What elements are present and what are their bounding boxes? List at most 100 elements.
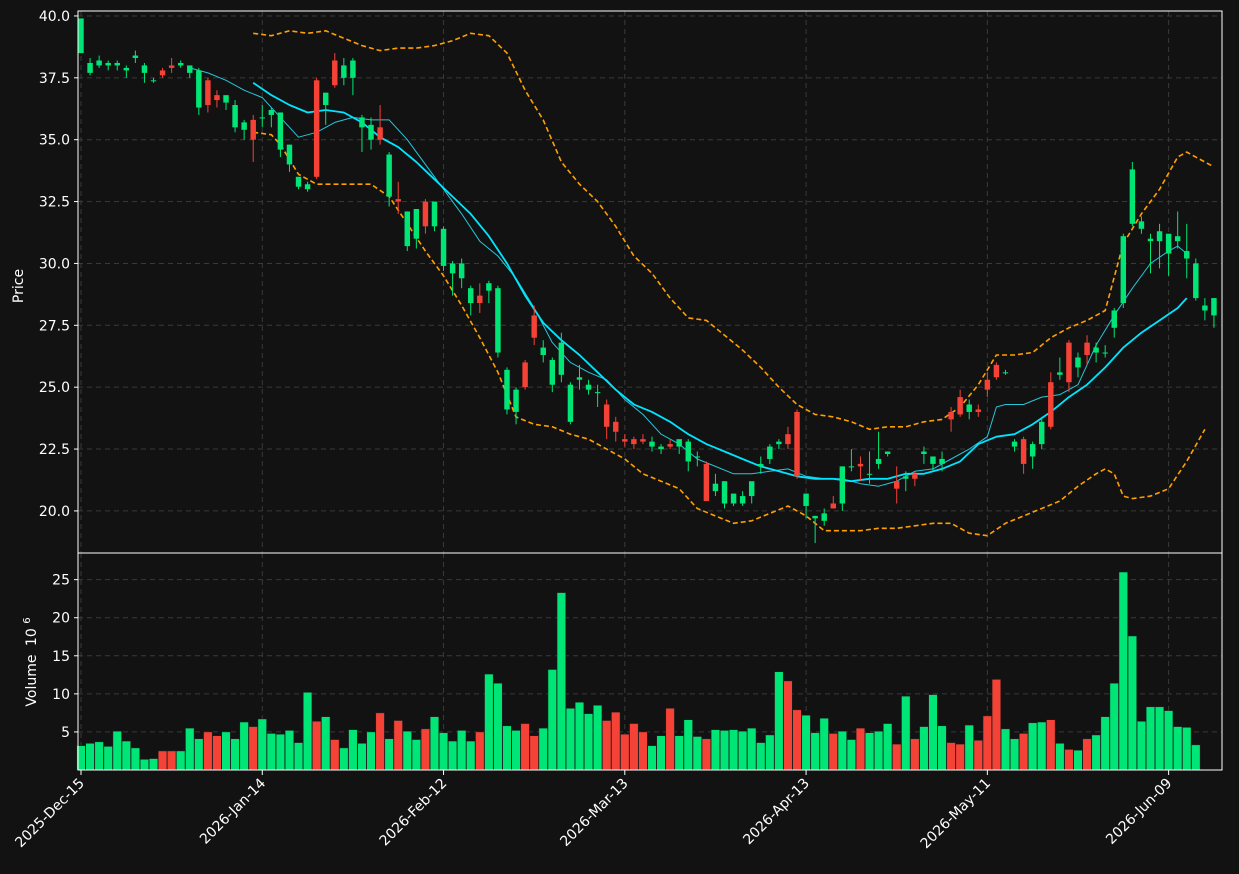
volume-bar bbox=[837, 730, 847, 771]
volume-bar bbox=[611, 711, 621, 771]
volume-bar bbox=[719, 730, 730, 771]
candle-body bbox=[78, 18, 84, 54]
volume-bar bbox=[982, 715, 992, 771]
candle-body bbox=[613, 421, 619, 432]
volume-bar bbox=[892, 743, 902, 771]
candle-body bbox=[1066, 342, 1072, 383]
candle-body bbox=[386, 154, 392, 197]
candle-body bbox=[413, 208, 420, 239]
volume-bar bbox=[158, 750, 168, 771]
candle-body bbox=[921, 451, 927, 455]
candle-body bbox=[187, 65, 193, 73]
candle-body bbox=[812, 515, 818, 519]
candle-body bbox=[377, 127, 383, 140]
volume-bar bbox=[846, 739, 856, 771]
candle-body bbox=[957, 397, 963, 415]
volume-bar bbox=[620, 733, 630, 771]
candle-body bbox=[1193, 263, 1199, 299]
volume-bar bbox=[448, 740, 458, 771]
volume-bar bbox=[973, 740, 983, 771]
volume-bar bbox=[275, 733, 285, 771]
candle-body bbox=[830, 503, 836, 509]
candle-body bbox=[1102, 352, 1108, 354]
candle-body bbox=[721, 481, 728, 504]
candle-body bbox=[676, 439, 682, 447]
volume-tick-label: 5 bbox=[61, 725, 70, 741]
volume-bar bbox=[411, 739, 421, 771]
candle-body bbox=[241, 122, 247, 130]
price-tick-label: 22.5 bbox=[39, 442, 70, 458]
volume-bar bbox=[710, 729, 720, 771]
candle-body bbox=[1029, 444, 1036, 457]
candle-body bbox=[168, 65, 175, 68]
volume-bar bbox=[1064, 749, 1074, 771]
candle-body bbox=[567, 384, 574, 422]
volume-bar bbox=[312, 721, 322, 771]
volume-bar bbox=[964, 724, 974, 771]
volume-bar bbox=[756, 742, 766, 771]
volume-bar bbox=[1164, 710, 1174, 771]
candle-body bbox=[866, 473, 873, 475]
candle-body bbox=[839, 466, 846, 504]
volume-axis-label-exponent: 6 bbox=[22, 617, 33, 623]
candle-body bbox=[730, 493, 737, 504]
volume-bar bbox=[457, 730, 467, 771]
candle-body bbox=[1129, 169, 1136, 224]
volume-bar bbox=[1028, 722, 1038, 771]
volume-bar bbox=[176, 750, 186, 771]
candle-body bbox=[495, 288, 501, 353]
candle-body bbox=[1174, 236, 1181, 242]
moving-average-long-line bbox=[252, 82, 1188, 483]
candle-body bbox=[821, 513, 827, 521]
volume-bar bbox=[747, 727, 757, 771]
candle-body bbox=[214, 95, 220, 101]
volume-bar bbox=[828, 733, 838, 771]
price-tick-label: 37.5 bbox=[39, 71, 70, 87]
volume-bar bbox=[357, 743, 367, 771]
price-tick-label: 25.0 bbox=[39, 380, 70, 396]
candle-body bbox=[903, 476, 909, 479]
volume-bar bbox=[466, 740, 476, 771]
candle-body bbox=[313, 80, 320, 177]
volume-bar bbox=[819, 717, 829, 771]
date-tick-label: 2026-May-11 bbox=[918, 776, 995, 853]
volume-bar bbox=[139, 759, 149, 771]
candle-body bbox=[341, 65, 347, 78]
volume-bar bbox=[874, 730, 884, 771]
candle-body bbox=[549, 359, 556, 385]
candle-body bbox=[712, 483, 719, 492]
candle-body bbox=[141, 65, 148, 73]
volume-bar bbox=[148, 758, 159, 771]
date-tick-label: 2026-Mar-13 bbox=[557, 776, 631, 850]
volume-bar bbox=[1000, 728, 1011, 771]
volume-bar bbox=[493, 682, 503, 771]
volume-bar bbox=[94, 741, 104, 771]
candle-body bbox=[304, 184, 311, 190]
volume-bar bbox=[1182, 727, 1192, 771]
candle-body bbox=[1184, 251, 1190, 259]
volume-bar bbox=[429, 716, 440, 771]
candle-body bbox=[395, 199, 401, 202]
candle-body bbox=[667, 444, 673, 447]
candle-body bbox=[504, 369, 510, 410]
moving-averages bbox=[189, 67, 1188, 487]
candle-body bbox=[486, 283, 492, 291]
candle-body bbox=[875, 458, 882, 464]
candle-body bbox=[803, 493, 809, 506]
candle-body bbox=[277, 112, 284, 150]
candle-body bbox=[1211, 298, 1217, 316]
candle-body bbox=[776, 441, 782, 445]
candle-body bbox=[87, 62, 93, 73]
candle-body bbox=[703, 463, 710, 502]
candle-body bbox=[1011, 441, 1018, 447]
bollinger-lower-line bbox=[253, 131, 1206, 537]
volume-bar bbox=[946, 742, 956, 771]
candle-body bbox=[576, 377, 583, 380]
volume-bar bbox=[584, 713, 594, 771]
volume-bar bbox=[855, 727, 866, 771]
candle-body bbox=[1039, 421, 1045, 445]
volume-bars bbox=[76, 571, 1201, 771]
volume-grid bbox=[78, 553, 1222, 770]
candle-body bbox=[458, 263, 465, 279]
candle-body bbox=[893, 481, 900, 489]
